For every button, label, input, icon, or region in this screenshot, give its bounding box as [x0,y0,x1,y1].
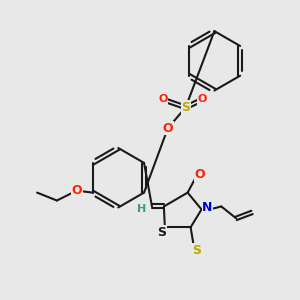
Text: O: O [194,168,205,181]
Text: N: N [202,201,213,214]
Text: O: O [158,94,168,104]
Text: S: S [158,226,166,239]
Text: O: O [163,122,173,135]
Text: S: S [192,244,201,256]
Text: O: O [71,184,82,197]
Text: S: S [181,101,190,114]
Text: H: H [137,204,147,214]
Text: O: O [198,94,207,104]
